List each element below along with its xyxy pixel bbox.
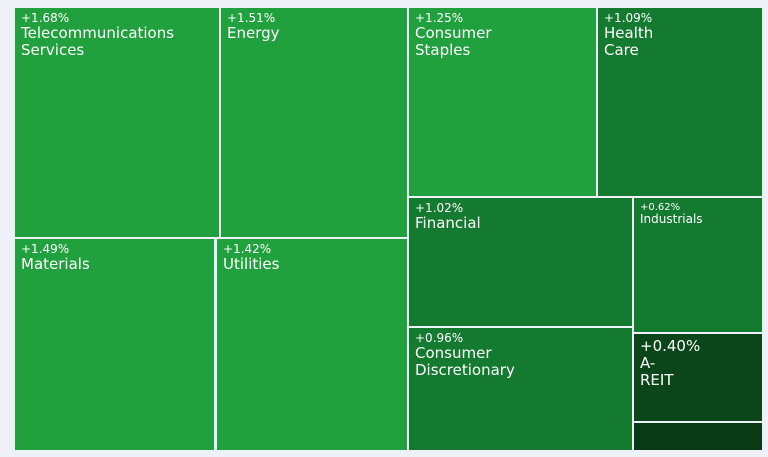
- tile-label: Consumer Discretionary: [415, 344, 515, 380]
- tile: +0.96% Consumer Discretionary: [409, 328, 632, 450]
- tile-label: Telecommunications Services: [21, 24, 175, 60]
- tile-change: +1.68%: [21, 11, 70, 25]
- tile-change: +0.40%: [640, 337, 701, 355]
- tile-change: +1.49%: [21, 242, 70, 256]
- tile: +1.25% Consumer Staples: [409, 8, 596, 196]
- tile: +1.02% Financial: [409, 198, 632, 326]
- tile: +1.68% Telecommunications Services: [15, 8, 219, 237]
- tile-label: A-REIT: [640, 353, 674, 389]
- tile-change: +1.51%: [227, 11, 276, 25]
- tile-change: +1.42%: [223, 242, 272, 256]
- tile-change: +1.25%: [415, 11, 464, 25]
- tile: +1.49% Materials: [15, 239, 214, 450]
- tile: +1.51% Energy: [221, 8, 407, 237]
- tile-change: +0.96%: [415, 331, 464, 345]
- tile: [634, 423, 762, 450]
- tile: +0.62% Industrials: [634, 198, 762, 332]
- tile-label: Energy: [227, 24, 280, 43]
- tile-change: +1.02%: [415, 201, 464, 215]
- tile-label: Materials: [21, 255, 90, 274]
- tile-label: Utilities: [223, 255, 280, 274]
- tile-change: +1.09%: [604, 11, 653, 25]
- tile: +0.40% A-REIT: [634, 334, 762, 421]
- tile-change: +0.62%: [640, 202, 681, 213]
- tile-label: Health Care: [604, 24, 654, 60]
- tile: +1.09% Health Care: [598, 8, 762, 196]
- tile: +1.42% Utilities: [217, 239, 407, 450]
- tile-label: Consumer Staples: [415, 24, 492, 60]
- tile-label: Financial: [415, 214, 481, 233]
- tile-label: Industrials: [640, 212, 703, 226]
